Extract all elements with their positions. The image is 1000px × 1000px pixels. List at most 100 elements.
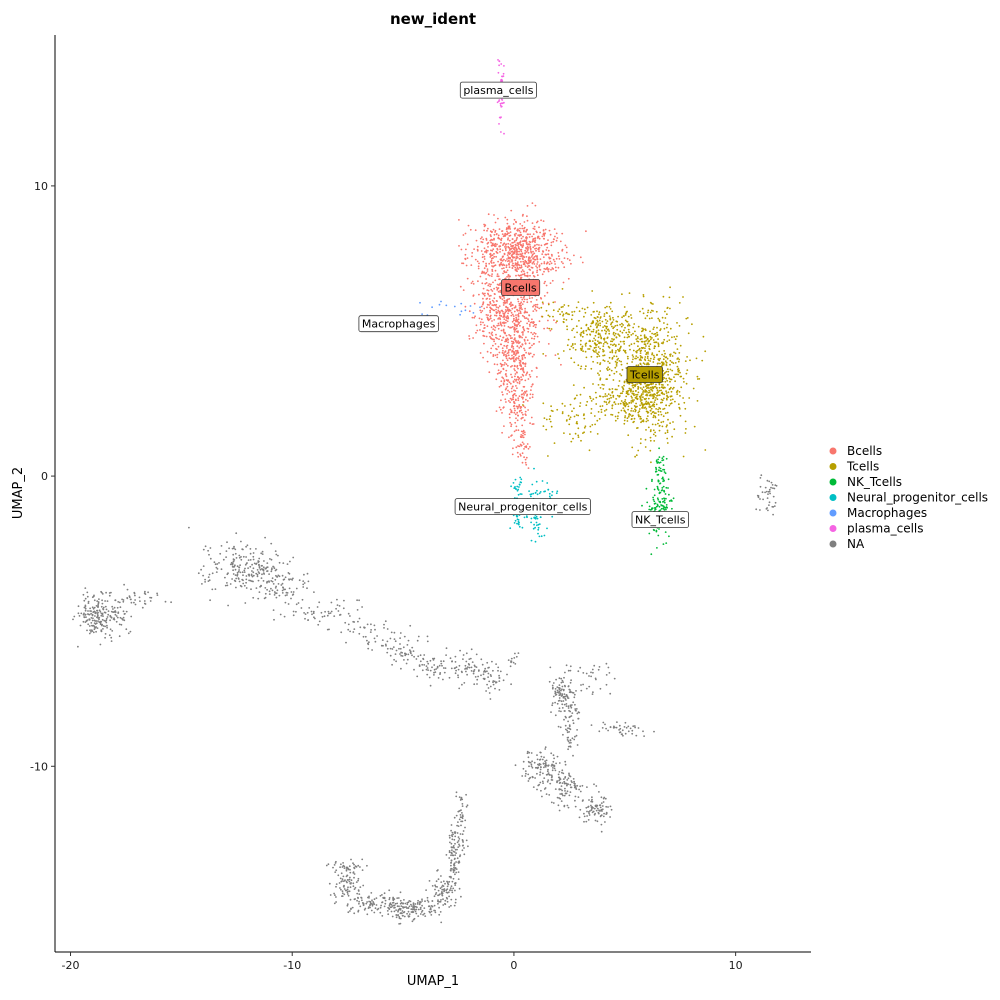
data-point [528, 320, 530, 322]
data-point [235, 574, 237, 576]
data-point [537, 306, 539, 308]
data-point [459, 856, 461, 858]
data-point [248, 574, 250, 576]
data-point [525, 775, 527, 777]
data-point [442, 885, 444, 887]
data-point [455, 670, 457, 672]
data-point [639, 404, 641, 406]
data-point [465, 233, 467, 235]
data-point [450, 657, 452, 659]
data-point [522, 442, 524, 444]
data-point [644, 341, 646, 343]
data-point [119, 635, 121, 637]
data-point [416, 658, 418, 660]
data-point [340, 863, 342, 865]
data-point [426, 665, 428, 667]
data-point [84, 607, 86, 609]
data-point [576, 325, 578, 327]
data-point [327, 615, 329, 617]
data-point [496, 357, 498, 359]
data-point [73, 616, 75, 618]
data-point [272, 566, 274, 568]
data-point [92, 596, 94, 598]
data-point [417, 655, 419, 657]
data-point [509, 422, 511, 424]
data-point [539, 238, 541, 240]
data-point [604, 354, 606, 356]
data-point [559, 798, 561, 800]
data-point [602, 727, 604, 729]
data-point [652, 416, 654, 418]
data-point [511, 391, 513, 393]
data-point [703, 336, 705, 338]
data-point [635, 735, 637, 737]
data-point [498, 369, 500, 371]
data-point [376, 904, 378, 906]
data-point [270, 588, 272, 590]
data-point [522, 245, 524, 247]
data-point [506, 358, 508, 360]
data-point [198, 572, 200, 574]
data-point [516, 412, 518, 414]
data-point [526, 323, 528, 325]
data-point [670, 396, 672, 398]
data-point [529, 446, 531, 448]
data-point [510, 374, 512, 376]
data-point [504, 264, 506, 266]
data-point [438, 894, 440, 896]
data-point [411, 647, 413, 649]
data-point [613, 319, 615, 321]
data-point [376, 635, 378, 637]
data-point [347, 905, 349, 907]
data-point [247, 544, 249, 546]
data-point [601, 809, 603, 811]
data-point [558, 267, 560, 269]
data-point [460, 809, 462, 811]
data-point [599, 325, 601, 327]
data-point [582, 785, 584, 787]
data-point [374, 638, 376, 640]
data-point [518, 429, 520, 431]
data-point [570, 263, 572, 265]
data-point [511, 351, 513, 353]
data-point [487, 317, 489, 319]
data-point [583, 431, 585, 433]
data-point [507, 390, 509, 392]
data-point [521, 412, 523, 414]
data-point [622, 341, 624, 343]
data-point [486, 272, 488, 274]
data-point [600, 804, 602, 806]
data-point [104, 600, 106, 602]
data-point [283, 578, 285, 580]
data-point [685, 421, 687, 423]
data-point [385, 620, 387, 622]
data-point [513, 439, 515, 441]
data-point [576, 708, 578, 710]
data-point [472, 317, 474, 319]
data-point [519, 335, 521, 337]
data-point [525, 459, 527, 461]
data-point [115, 599, 117, 601]
data-point [486, 298, 488, 300]
data-point [558, 804, 560, 806]
data-point [613, 379, 615, 381]
data-point [493, 256, 495, 258]
data-point [547, 769, 549, 771]
data-point [234, 549, 236, 551]
data-point [536, 789, 538, 791]
data-point [490, 230, 492, 232]
data-point [605, 319, 607, 321]
data-point [298, 602, 300, 604]
data-point [498, 307, 500, 309]
data-point [514, 235, 516, 237]
data-point [431, 666, 433, 668]
data-point [551, 242, 553, 244]
data-point [530, 389, 532, 391]
data-point [622, 735, 624, 737]
data-point [529, 265, 531, 267]
data-point [643, 362, 645, 364]
data-point [440, 899, 442, 901]
data-point [494, 244, 496, 246]
data-point [591, 408, 593, 410]
data-point [459, 665, 461, 667]
